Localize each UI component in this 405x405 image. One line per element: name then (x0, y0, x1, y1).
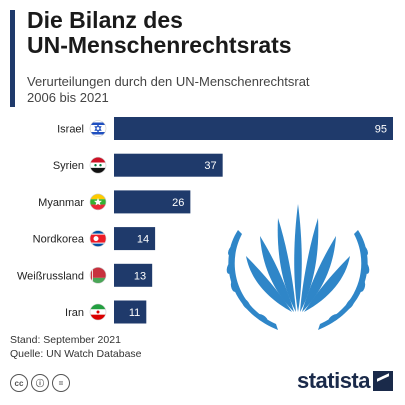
bar (114, 190, 191, 214)
statista-logo-icon (373, 371, 393, 391)
category-label: Myanmar (38, 197, 84, 209)
flag-syria-icon (89, 156, 107, 174)
bar-row: Iran 11 (65, 300, 147, 324)
category-label: Nordkorea (33, 234, 85, 246)
bar-row: Nordkorea 14 (33, 227, 156, 251)
category-label: Iran (65, 307, 84, 319)
category-label: Syrien (53, 160, 84, 172)
category-label: Weißrussland (17, 270, 84, 282)
bar (114, 227, 156, 251)
title-line-2: UN-Menschenrechtsrats (27, 32, 292, 58)
data-label: 26 (172, 197, 184, 209)
accent-bar (10, 10, 15, 107)
page-title: Die Bilanz des UN-Menschenrechtsrats (27, 8, 397, 58)
title-line-1: Die Bilanz des (27, 7, 183, 33)
subtitle: Verurteilungen durch den UN-Menschenrech… (27, 74, 397, 106)
bar-row: Weißrussland 13 (17, 263, 153, 287)
bar-row: Myanmar 26 (38, 190, 191, 214)
bar (114, 300, 147, 324)
bar (114, 153, 223, 177)
category-label: Israel (57, 124, 84, 136)
data-label: 95 (375, 124, 387, 136)
bar-row: Israel 95 (57, 117, 393, 140)
license-icons: cc ⓘ = (10, 373, 73, 392)
bar-row: Syrien 37 (53, 153, 223, 177)
bar (114, 263, 153, 287)
cc-icon: cc (10, 374, 28, 392)
flag-iran-icon (89, 303, 107, 321)
data-label: 14 (137, 234, 149, 246)
footer-source: Quelle: UN Watch Database (10, 348, 142, 360)
flag-north-korea-icon (89, 230, 107, 247)
subtitle-line-1: Verurteilungen durch den UN-Menschenrech… (27, 74, 310, 89)
bar (114, 117, 393, 140)
un-emblem-icon (226, 204, 370, 330)
footer-stand: Stand: September 2021 (10, 334, 121, 346)
data-label: 13 (134, 270, 146, 282)
attribution-icon: ⓘ (31, 374, 49, 392)
data-label: 37 (204, 160, 216, 172)
statista-logo: statista (297, 368, 393, 394)
flag-israel-icon (89, 120, 107, 137)
data-label: 11 (129, 307, 140, 319)
no-derivatives-icon: = (52, 374, 70, 392)
logo-text: statista (296, 368, 371, 393)
flag-myanmar-icon (89, 193, 107, 211)
subtitle-line-2: 2006 bis 2021 (27, 90, 109, 105)
flag-belarus-icon (89, 266, 107, 284)
